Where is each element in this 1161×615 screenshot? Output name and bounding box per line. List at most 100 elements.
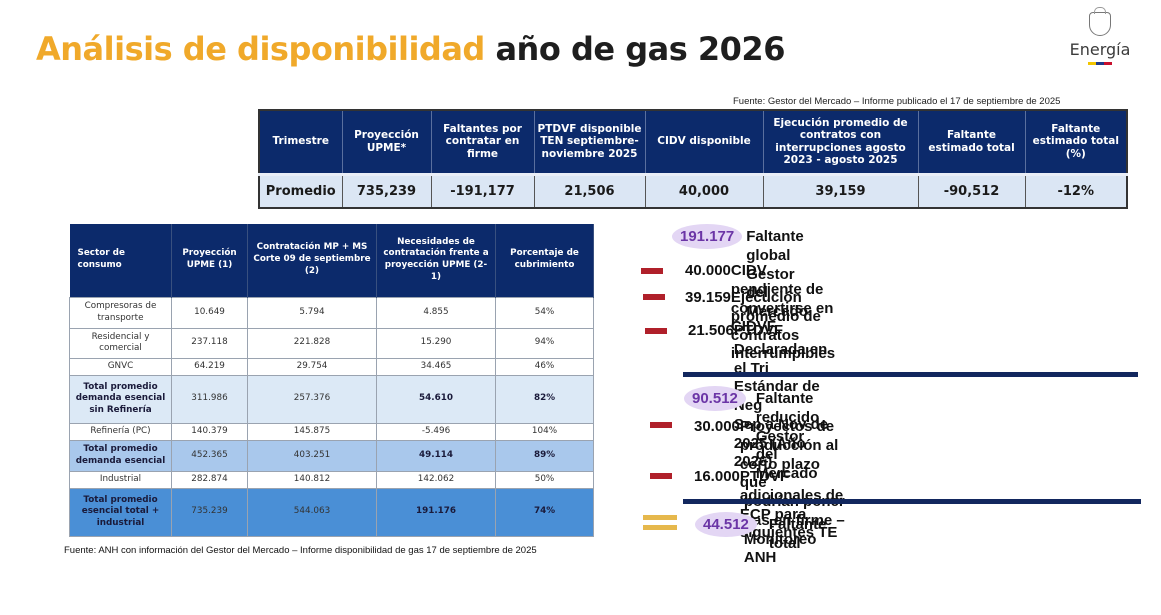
cell-sector: Residencial y comercial <box>69 327 172 359</box>
sector-header-row: Sector de consumo Proyección UPME (1) Co… <box>69 224 594 297</box>
deduction-label-line2: Sep a Nov de 2025 (Año 2026) <box>733 415 829 471</box>
divider <box>683 499 1141 504</box>
col-header: Proyección UPME* <box>342 110 432 176</box>
cell: 50% <box>495 470 594 489</box>
col-header: Porcentaje de cubrimiento <box>495 224 594 297</box>
cell: 49.114 <box>376 439 496 472</box>
cell: 74% <box>495 487 594 537</box>
cell: 10.649 <box>171 296 248 329</box>
cell: 140.812 <box>247 470 377 489</box>
cell: 4.855 <box>376 296 496 329</box>
reduced-value-pill: 90.512 <box>684 386 746 411</box>
equals-icon-bottom <box>643 525 677 530</box>
cell: 39,159 <box>763 174 919 208</box>
global-label: Faltante global Gestor del Mercado <box>746 228 808 320</box>
deduction-cidv: 40.000 CIDV pendiente de convertirse en … <box>685 262 838 337</box>
col-header: Faltante estimado total (%) <box>1025 110 1128 176</box>
col-header: Faltantes por contratar en firme <box>431 110 535 176</box>
table-row: Compresoras de transporte 10.649 5.794 4… <box>69 296 594 329</box>
cell: -90,512 <box>918 174 1026 208</box>
col-header: Ejecución promedio de contratos con inte… <box>763 110 919 176</box>
sector-table: Sector de consumo Proyección UPME (1) Co… <box>69 224 594 537</box>
minus-icon <box>645 328 667 334</box>
cell: 221.828 <box>247 327 377 359</box>
table-row-total: Total promedio demanda esencial 452.365 … <box>69 439 594 472</box>
cell: 5.794 <box>247 296 377 329</box>
cell-sector: Total promedio esencial total + industri… <box>69 487 172 537</box>
col-header: PTDVF disponible TEN septiembre-noviembr… <box>534 110 646 176</box>
col-header: Contratación MP + MS Corte 09 de septiem… <box>247 224 377 297</box>
table-row: GNVC 64.219 29.754 34.465 46% <box>69 357 594 376</box>
cell: 54.610 <box>376 374 496 424</box>
deduction-proyectos: 30.000 Proyectos de producción al corto … <box>694 418 846 568</box>
table-row-grand-total: Total promedio esencial total + industri… <box>69 487 594 537</box>
deduction-value: 21.506 <box>688 322 734 339</box>
equals-icon-top <box>643 515 677 520</box>
deduction-ptdvf: 21.506 PTDVF Declarada en el Tri Estánda… <box>688 322 831 472</box>
summary-table: Trimestre Proyección UPME* Faltantes por… <box>258 109 1128 209</box>
cell: -5.496 <box>376 422 496 441</box>
minus-icon <box>641 268 663 274</box>
energia-logo: Energía <box>1060 7 1140 65</box>
cell: -12% <box>1025 174 1127 208</box>
cell: 452.365 <box>171 439 248 472</box>
cell-sector: GNVC <box>69 357 172 376</box>
cell: 46% <box>495 357 594 376</box>
cell-sector: Total promedio demanda esencial <box>69 439 172 472</box>
table-row: Refinería (PC) 140.379 145.875 -5.496 10… <box>69 422 594 441</box>
cell: 140.379 <box>171 422 248 441</box>
table-row-total: Total promedio demanda esencial sin Refi… <box>69 374 594 424</box>
col-header: Necesidades de contratación frente a pro… <box>376 224 496 297</box>
minus-icon <box>650 422 672 428</box>
total-shortfall: 44.512 Faltante total <box>695 512 826 554</box>
title-accent: Análisis de disponibilidad <box>36 30 485 68</box>
col-header: Trimestre <box>259 110 343 176</box>
deduction-label-line2: podrían poner gas en firme – Monitoreo A… <box>743 493 845 567</box>
minus-icon <box>650 473 672 479</box>
top-table-source: Fuente: Gestor del Mercado – Informe pub… <box>733 96 1061 107</box>
table-row: Industrial 282.874 140.812 142.062 50% <box>69 470 594 489</box>
deduction-label-line1: Proyectos de producción al corto plazo q… <box>739 418 839 492</box>
cell: Promedio <box>259 174 343 208</box>
summary-row-promedio: Promedio 735,239 -191,177 21,506 40,000 … <box>259 174 1127 208</box>
table-row: Residencial y comercial 237.118 221.828 … <box>69 327 594 359</box>
deduction-label: CIDV pendiente de convertirse en CIDVF <box>730 262 834 336</box>
cell: 54% <box>495 296 594 329</box>
cell: 34.465 <box>376 357 496 376</box>
cell-sector: Compresoras de transporte <box>69 296 172 329</box>
cell: 145.875 <box>247 422 377 441</box>
total-value-pill: 44.512 <box>695 512 757 537</box>
flag-stripe-icon <box>1088 62 1112 65</box>
col-header: Proyección UPME (1) <box>171 224 248 297</box>
cell: 735.239 <box>171 487 248 537</box>
summary-header-row: Trimestre Proyección UPME* Faltantes por… <box>259 110 1128 176</box>
deduction-label-line1: PTDVF Declarada en el Tri Estándar de Ne… <box>733 322 828 414</box>
cell-sector: Total promedio demanda esencial sin Refi… <box>69 374 172 424</box>
cell: 15.290 <box>376 327 496 359</box>
total-label: Faltante total <box>768 516 827 552</box>
cell-sector: Industrial <box>69 470 172 489</box>
global-shortfall: 191.177 Faltante global Gestor del Merca… <box>672 224 808 322</box>
divider <box>683 372 1138 377</box>
cell: 257.376 <box>247 374 377 424</box>
cell: 735,239 <box>342 174 432 208</box>
col-header: Sector de consumo <box>69 224 172 297</box>
cell: 40,000 <box>645 174 764 208</box>
deduction-interrumpibles: 39.159 Ejecución promedio de contratos i… <box>685 289 861 364</box>
cell: 104% <box>495 422 594 441</box>
cell: 544.063 <box>247 487 377 537</box>
title-rest: año de gas 2026 <box>495 30 785 68</box>
cell: 21,506 <box>534 174 646 208</box>
reduced-label: Faltante reducido Gestor del Mercado <box>755 390 820 482</box>
page-title: Análisis de disponibilidad año de gas 20… <box>36 30 785 68</box>
logo-text: Energía <box>1069 40 1131 59</box>
reduced-shortfall: 90.512 Faltante reducido Gestor del Merc… <box>684 386 819 484</box>
coat-of-arms-icon <box>1089 7 1111 36</box>
cell: 64.219 <box>171 357 248 376</box>
deduction-value: 40.000 <box>685 262 731 279</box>
global-value-pill: 191.177 <box>672 224 743 249</box>
cell: 311.986 <box>171 374 248 424</box>
cell: 82% <box>495 374 594 424</box>
cell: -191,177 <box>431 174 535 208</box>
deduction-value: 39.159 <box>685 289 731 306</box>
